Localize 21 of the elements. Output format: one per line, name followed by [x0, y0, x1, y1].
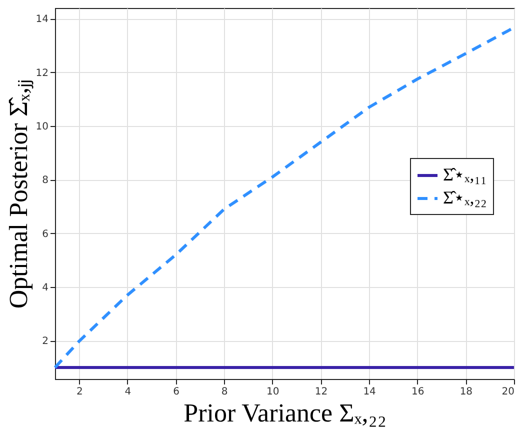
- y-tick-label: 10: [36, 122, 48, 133]
- x-tick-label: 8: [221, 386, 228, 398]
- y-tick-label: 12: [36, 68, 48, 79]
- y-tick-label: 14: [36, 14, 48, 26]
- y-tick-label: 8: [42, 175, 48, 186]
- x-tick-label: 4: [124, 386, 132, 398]
- x-axis-title: Prior Variance Σₓ,₂₂: [184, 398, 386, 428]
- x-tick-label: 18: [460, 386, 473, 398]
- y-axis-title: Optimal Posterior Σ̂ₓ,ⱼⱼ: [4, 79, 34, 309]
- x-tick-label: 12: [314, 386, 328, 398]
- x-tick-label: 6: [173, 386, 180, 398]
- x-tick-label: 2: [76, 386, 83, 398]
- legend-label: Σ̂⋆ₓ,₁₁: [443, 164, 487, 184]
- y-tick-label: 6: [42, 228, 48, 240]
- x-tick-label: 20: [502, 386, 514, 398]
- y-tick-label: 2: [42, 336, 48, 348]
- legend-label: Σ̂⋆ₓ,₂₂: [443, 188, 487, 208]
- x-tick-label: 14: [363, 386, 376, 398]
- y-tick-label: 4: [42, 282, 48, 294]
- x-tick-label: 10: [266, 386, 280, 398]
- x-tick-label: 16: [412, 386, 424, 398]
